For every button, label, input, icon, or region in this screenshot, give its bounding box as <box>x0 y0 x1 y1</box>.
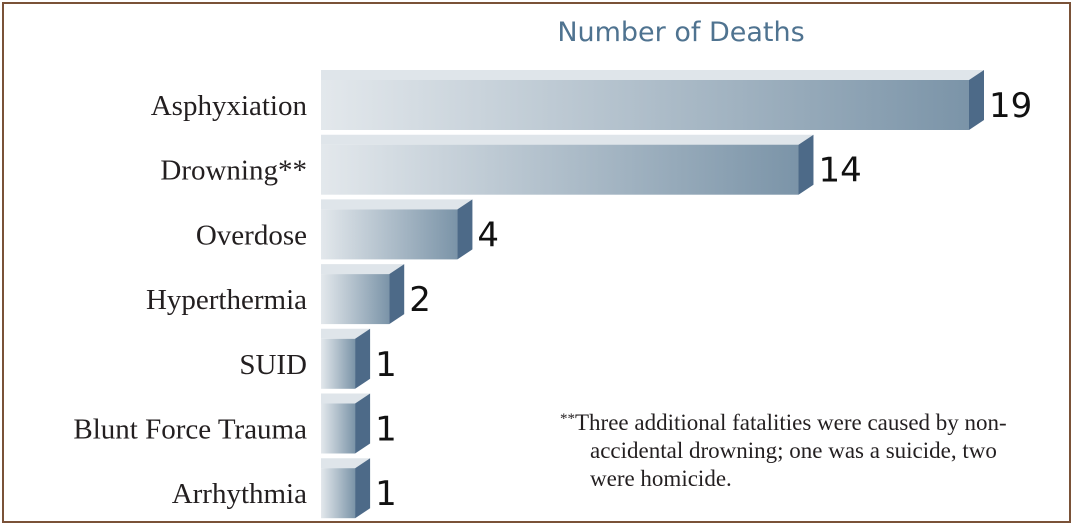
bar-top-face <box>321 393 371 404</box>
bar-row: Asphyxiation 19 <box>151 70 1032 130</box>
category-label: Arrhythmia <box>172 478 307 510</box>
bar-top-face <box>321 70 984 80</box>
bar <box>321 468 356 519</box>
footnote-line-2: accidental drowning; one was a suicide, … <box>590 438 997 463</box>
bar-row: Overdose 4 <box>196 199 499 260</box>
data-label: 14 <box>818 151 861 191</box>
bar-top-face <box>321 264 405 275</box>
category-label: Hyperthermia <box>146 284 307 316</box>
bar-top-face <box>321 458 371 469</box>
bar-side-face <box>798 134 814 195</box>
data-label: 1 <box>375 410 397 450</box>
bar-top-face <box>321 134 814 145</box>
category-label: Overdose <box>196 219 307 251</box>
data-label: 1 <box>375 474 397 514</box>
bar-row: Drowning** 14 <box>160 134 862 195</box>
bar-top-face <box>321 328 371 339</box>
category-label: SUID <box>239 349 307 381</box>
bar <box>321 338 356 389</box>
bar-side-face <box>355 458 371 519</box>
bar-row: Hyperthermia 2 <box>146 264 431 325</box>
bar-side-face <box>355 393 371 454</box>
footnote-mark: ** <box>560 411 575 427</box>
footnote: **Three additional fatalities were cause… <box>560 405 1060 493</box>
bar-row: SUID 1 <box>239 328 397 389</box>
category-label: Blunt Force Trauma <box>73 414 307 446</box>
bar <box>321 209 458 260</box>
category-label: Drowning** <box>160 155 307 187</box>
data-label: 2 <box>409 280 431 320</box>
bar-top-face <box>321 199 473 210</box>
bar <box>321 274 390 325</box>
bar-row: Arrhythmia 1 <box>172 458 397 519</box>
bar <box>321 403 356 454</box>
category-label: Asphyxiation <box>151 90 308 122</box>
data-label: 1 <box>375 345 397 385</box>
bar <box>321 144 799 195</box>
footnote-line-3: were homicide. <box>590 466 732 491</box>
bar-row: Blunt Force Trauma 1 <box>73 393 397 454</box>
bar-side-face <box>355 328 371 389</box>
bar <box>321 80 969 130</box>
bar-side-face <box>389 264 405 325</box>
data-label: 19 <box>989 86 1032 126</box>
bar-side-face <box>457 199 473 260</box>
data-label: 4 <box>477 215 499 255</box>
chart-title: Number of Deaths <box>557 17 804 48</box>
footnote-line-1: Three additional fatalities were caused … <box>575 410 1007 435</box>
bar-side-face <box>969 70 984 130</box>
